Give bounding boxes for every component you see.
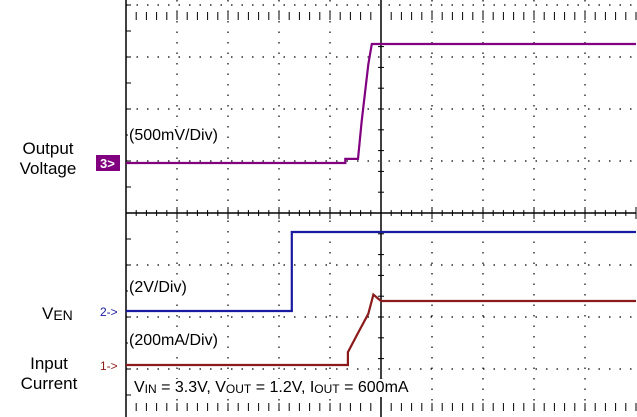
ven-label-sub: EN xyxy=(53,307,73,323)
ven-label: VEN xyxy=(42,304,102,324)
channel-marker-layer: 3> 2-> 1-> xyxy=(96,155,120,373)
ch2-marker: 2-> xyxy=(100,305,118,319)
ch3-scale-label: (500mV/Div) xyxy=(128,127,219,145)
ch1-scale-label: (200mA/Div) xyxy=(128,332,219,350)
trace-ch2 xyxy=(126,230,636,313)
ch1-marker: 1-> xyxy=(100,359,118,373)
vin-subscript: IN xyxy=(144,382,157,396)
iout-subscript: OUT xyxy=(314,382,340,396)
test-conditions: VIN = 3.3V, VOUT = 1.2V, IOUT = 600mA xyxy=(132,379,411,397)
output-voltage-label: Output Voltage xyxy=(19,139,77,178)
ch2-scale-label: (2V/Div) xyxy=(128,279,188,297)
iout-value: = 600mA xyxy=(339,379,409,396)
vout-value: = 1.2V, xyxy=(251,379,310,396)
trace-ch1 xyxy=(126,292,636,367)
vout-symbol: V xyxy=(215,379,226,396)
ch3-marker-box xyxy=(96,155,120,171)
graticule xyxy=(125,0,637,417)
ch3-marker: 3> xyxy=(100,156,115,171)
vin-value: = 3.3V, xyxy=(156,379,216,396)
trace-layer xyxy=(126,42,636,367)
iout-symbol: I xyxy=(309,379,315,396)
input-current-label: Input Current xyxy=(20,354,78,393)
vin-symbol: V xyxy=(134,379,145,396)
ven-label-main: V xyxy=(42,304,54,323)
vout-subscript: OUT xyxy=(225,382,252,396)
trace-ch3 xyxy=(126,42,636,165)
